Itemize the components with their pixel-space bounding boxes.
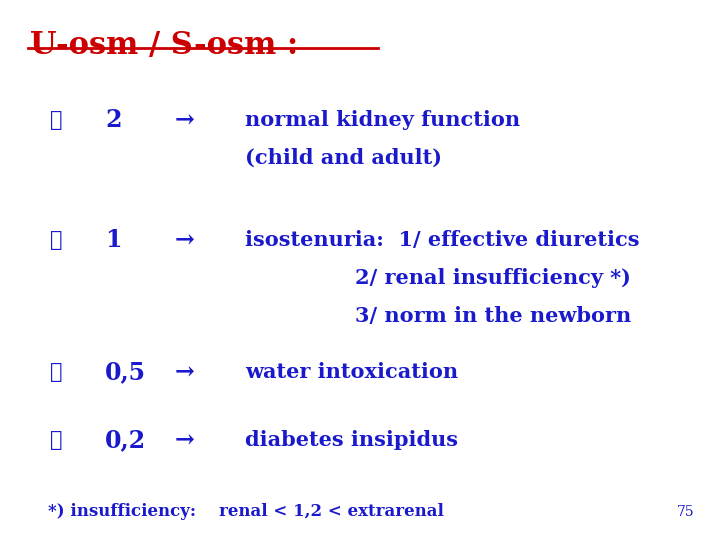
- Text: 0,5: 0,5: [105, 360, 146, 384]
- Text: →: →: [175, 108, 194, 132]
- Text: 2/ renal insufficiency *): 2/ renal insufficiency *): [355, 268, 631, 288]
- Text: →: →: [175, 228, 194, 252]
- Text: ≅: ≅: [50, 430, 63, 450]
- Text: (child and adult): (child and adult): [245, 148, 442, 168]
- Text: normal kidney function: normal kidney function: [245, 110, 520, 130]
- Text: ≅: ≅: [50, 230, 63, 250]
- Text: isostenuria:  1/ effective diuretics: isostenuria: 1/ effective diuretics: [245, 230, 639, 250]
- Text: 2: 2: [105, 108, 122, 132]
- Text: 3/ norm in the newborn: 3/ norm in the newborn: [355, 306, 631, 326]
- Text: ≅: ≅: [50, 362, 63, 382]
- Text: U-osm / S-osm :: U-osm / S-osm :: [30, 30, 298, 61]
- Text: 0,2: 0,2: [105, 428, 146, 452]
- Text: 75: 75: [678, 505, 695, 519]
- Text: *) insufficiency:    renal < 1,2 < extrarenal: *) insufficiency: renal < 1,2 < extraren…: [48, 503, 444, 521]
- Text: →: →: [175, 360, 194, 384]
- Text: ≅: ≅: [50, 110, 63, 130]
- Text: water intoxication: water intoxication: [245, 362, 458, 382]
- Text: 1: 1: [105, 228, 122, 252]
- Text: diabetes insipidus: diabetes insipidus: [245, 430, 458, 450]
- Text: →: →: [175, 428, 194, 452]
